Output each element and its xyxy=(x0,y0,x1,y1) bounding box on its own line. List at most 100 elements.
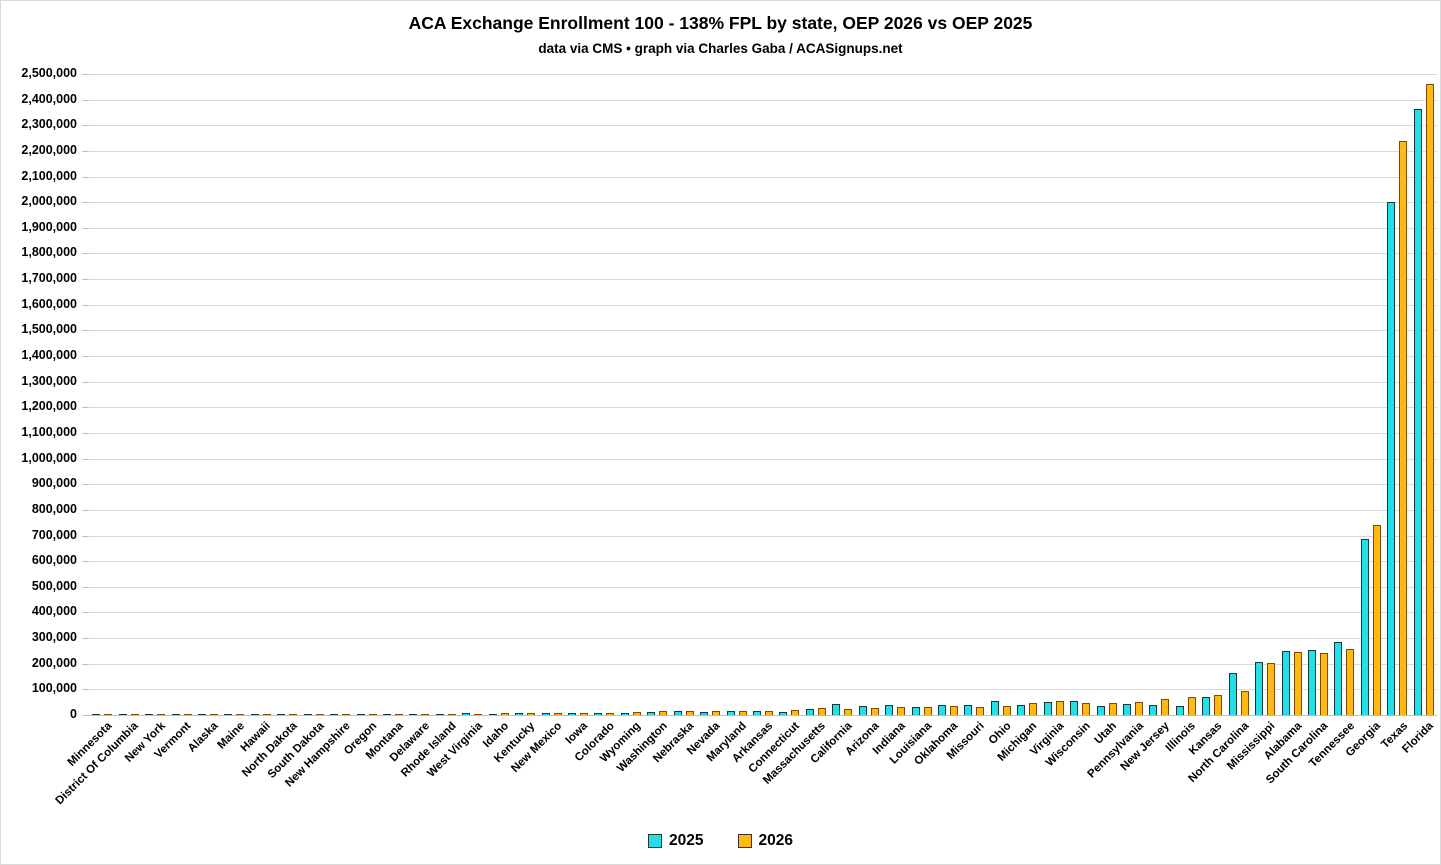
legend-item-2026: 2026 xyxy=(737,832,793,850)
bar-group-virginia xyxy=(1043,74,1064,715)
bar-group-alabama xyxy=(1281,74,1302,715)
bar-2026-new-mexico xyxy=(553,712,562,715)
y-axis-label-300000: 300,000 xyxy=(31,630,77,645)
bar-2026-oklahoma xyxy=(950,706,959,715)
bar-2026-arizona xyxy=(870,707,879,715)
bar-group-alaska xyxy=(197,74,218,715)
bar-group-hawaii xyxy=(250,74,271,715)
y-tick-mark xyxy=(82,227,89,229)
y-tick-mark xyxy=(82,612,89,614)
bar-2026-new-jersey xyxy=(1161,699,1170,715)
bar-2025-iowa xyxy=(567,712,576,715)
bar-2025-georgia xyxy=(1360,539,1369,715)
y-axis-label-1300000: 1,300,000 xyxy=(21,373,77,388)
bar-group-arizona xyxy=(858,74,879,715)
gridline-2300000 xyxy=(89,125,1437,127)
bar-group-louisiana xyxy=(911,74,932,715)
y-axis-label-1800000: 1,800,000 xyxy=(21,245,77,260)
bar-2025-massachusetts xyxy=(805,708,814,715)
y-tick-mark xyxy=(82,125,89,127)
y-axis-label-800000: 800,000 xyxy=(31,501,77,516)
bar-2026-alaska xyxy=(209,714,218,715)
bar-2026-kansas xyxy=(1214,694,1223,715)
bar-2026-wyoming xyxy=(632,712,641,715)
gridline-300000 xyxy=(89,638,1437,640)
bar-2026-colorado xyxy=(606,712,615,715)
gridline-2100000 xyxy=(89,176,1437,178)
bar-2026-mississippi xyxy=(1267,662,1276,715)
bar-group-south-carolina xyxy=(1308,74,1329,715)
y-tick-mark xyxy=(82,202,89,204)
bar-2026-tennessee xyxy=(1346,649,1355,715)
y-tick-mark xyxy=(82,715,89,716)
bar-2026-kentucky xyxy=(527,712,536,715)
bar-2025-hawaii xyxy=(250,714,259,715)
bar-2026-maine xyxy=(236,714,245,715)
bar-2025-new-jersey xyxy=(1149,705,1158,715)
gridline-2200000 xyxy=(89,150,1437,152)
y-axis-label-1100000: 1,100,000 xyxy=(21,424,77,439)
y-axis-label-1500000: 1,500,000 xyxy=(21,322,77,337)
bar-2026-delaware xyxy=(421,713,430,715)
bar-2025-utah xyxy=(1096,706,1105,715)
bar-2025-south-dakota xyxy=(303,714,312,715)
bar-2025-montana xyxy=(382,714,391,715)
y-tick-mark xyxy=(82,356,89,358)
bar-2025-north-carolina xyxy=(1228,672,1237,715)
bar-2025-michigan xyxy=(1017,705,1026,715)
bar-group-colorado xyxy=(594,74,615,715)
bar-2025-pennsylvania xyxy=(1123,704,1132,715)
gridline-2000000 xyxy=(89,202,1437,204)
gridline-100000 xyxy=(89,689,1437,691)
bar-2026-illinois xyxy=(1187,697,1196,715)
bar-group-iowa xyxy=(567,74,588,715)
bar-2025-alaska xyxy=(197,714,206,715)
gridline-500000 xyxy=(89,586,1437,588)
bar-2026-ohio xyxy=(1002,705,1011,715)
legend: 2025 2026 xyxy=(1,832,1440,850)
bar-2025-oklahoma xyxy=(938,705,947,715)
bar-group-missouri xyxy=(964,74,985,715)
y-axis-label-500000: 500,000 xyxy=(31,578,77,593)
y-tick-mark xyxy=(82,99,89,101)
bar-2026-michigan xyxy=(1029,703,1038,715)
bar-group-nebraska xyxy=(673,74,694,715)
bar-2025-alabama xyxy=(1281,651,1290,715)
gridline-200000 xyxy=(89,663,1437,665)
legend-item-2025: 2025 xyxy=(648,832,704,850)
y-axis-label-1000000: 1,000,000 xyxy=(21,450,77,465)
bar-group-idaho xyxy=(488,74,509,715)
bar-2026-connecticut xyxy=(791,709,800,715)
y-tick-mark xyxy=(82,279,89,281)
bar-2025-illinois xyxy=(1175,706,1184,715)
gridline-1000000 xyxy=(89,458,1437,460)
bar-group-district-of-columbia xyxy=(118,74,139,715)
gridline-400000 xyxy=(89,612,1437,614)
bar-2025-new-york xyxy=(145,714,154,715)
bar-group-maine xyxy=(224,74,245,715)
bar-group-oklahoma xyxy=(938,74,959,715)
plot-area: 0 100,000 200,000 300,000 400,000 500,000 600,… xyxy=(21,66,1437,721)
legend-swatch-2026 xyxy=(737,834,752,848)
bar-2025-idaho xyxy=(488,713,497,715)
bar-2025-north-dakota xyxy=(277,714,286,715)
y-axis-label-400000: 400,000 xyxy=(31,604,77,619)
gridline-700000 xyxy=(89,535,1437,537)
bar-group-pennsylvania xyxy=(1123,74,1144,715)
bar-2026-georgia xyxy=(1372,525,1381,715)
bar-2026-hawaii xyxy=(262,714,271,715)
bar-2025-wyoming xyxy=(620,712,629,715)
bar-2025-south-carolina xyxy=(1308,650,1317,715)
y-tick-mark xyxy=(82,458,89,460)
bar-group-kansas xyxy=(1202,74,1223,715)
bar-2026-idaho xyxy=(500,713,509,715)
bar-2025-ohio xyxy=(990,700,999,715)
gridline-1900000 xyxy=(89,227,1437,229)
y-axis-label-1900000: 1,900,000 xyxy=(21,219,77,234)
bar-2025-arizona xyxy=(858,705,867,715)
y-axis-label-200000: 200,000 xyxy=(31,655,77,670)
bar-2026-california xyxy=(844,708,853,715)
y-axis-label-100000: 100,000 xyxy=(31,681,77,696)
bar-group-vermont xyxy=(171,74,192,715)
y-tick-mark xyxy=(82,176,89,178)
